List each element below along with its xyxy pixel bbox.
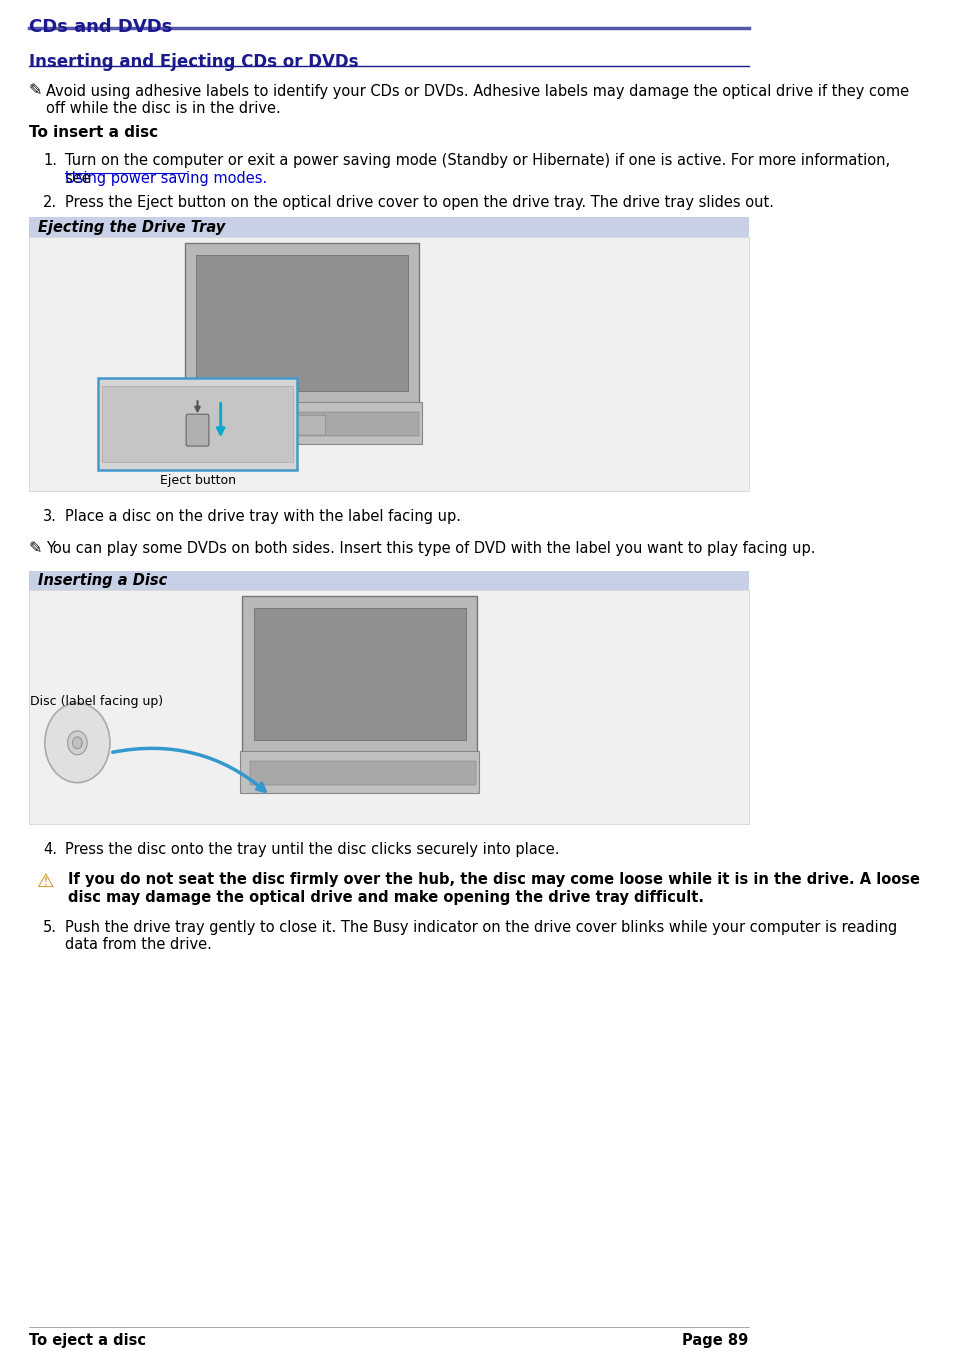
- Circle shape: [68, 731, 87, 755]
- Circle shape: [45, 703, 110, 782]
- FancyBboxPatch shape: [185, 243, 419, 405]
- FancyBboxPatch shape: [253, 608, 465, 740]
- Text: 1.: 1.: [43, 154, 57, 169]
- Text: ✎: ✎: [29, 540, 42, 555]
- Text: You can play some DVDs on both sides. Insert this type of DVD with the label you: You can play some DVDs on both sides. In…: [47, 540, 815, 555]
- Text: Ejecting the Drive Tray: Ejecting the Drive Tray: [38, 219, 225, 235]
- Bar: [29, 590, 748, 824]
- Text: 5.: 5.: [43, 920, 57, 935]
- Text: To insert a disc: To insert a disc: [29, 126, 157, 141]
- Text: Press the Eject button on the optical drive cover to open the drive tray. The dr: Press the Eject button on the optical dr…: [65, 195, 773, 211]
- FancyBboxPatch shape: [278, 415, 325, 435]
- FancyBboxPatch shape: [97, 378, 297, 470]
- Text: To eject a disc: To eject a disc: [29, 1333, 146, 1348]
- Text: Using power saving modes.: Using power saving modes.: [65, 170, 267, 186]
- Text: Avoid using adhesive labels to identify your CDs or DVDs. Adhesive labels may da: Avoid using adhesive labels to identify …: [47, 84, 908, 116]
- Text: Turn on the computer or exit a power saving mode (Standby or Hibernate) if one i: Turn on the computer or exit a power sav…: [65, 154, 889, 185]
- FancyBboxPatch shape: [196, 255, 408, 392]
- Text: Inserting and Ejecting CDs or DVDs: Inserting and Ejecting CDs or DVDs: [29, 53, 357, 70]
- Text: Press the disc onto the tray until the disc clicks securely into place.: Press the disc onto the tray until the d…: [65, 843, 559, 858]
- Bar: [250, 761, 476, 785]
- Text: Inserting a Disc: Inserting a Disc: [38, 573, 168, 588]
- FancyBboxPatch shape: [240, 751, 479, 793]
- Text: CDs and DVDs: CDs and DVDs: [29, 18, 172, 36]
- Text: Page 89: Page 89: [681, 1333, 748, 1348]
- Bar: [192, 412, 418, 436]
- Bar: [29, 236, 748, 490]
- Text: If you do not seat the disc firmly over the hub, the disc may come loose while i: If you do not seat the disc firmly over …: [68, 873, 919, 905]
- Circle shape: [72, 736, 82, 748]
- Text: Disc (label facing up): Disc (label facing up): [30, 694, 163, 708]
- Text: Push the drive tray gently to close it. The Busy indicator on the drive cover bl: Push the drive tray gently to close it. …: [65, 920, 897, 952]
- FancyBboxPatch shape: [102, 386, 293, 462]
- Text: Place a disc on the drive tray with the label facing up.: Place a disc on the drive tray with the …: [65, 509, 460, 524]
- FancyBboxPatch shape: [186, 415, 209, 446]
- Text: 4.: 4.: [43, 843, 57, 858]
- Text: 3.: 3.: [43, 509, 57, 524]
- Bar: [29, 218, 748, 236]
- Bar: [29, 570, 748, 590]
- Text: Eject button: Eject button: [159, 474, 235, 486]
- FancyBboxPatch shape: [242, 596, 476, 754]
- Text: 2.: 2.: [43, 195, 57, 211]
- Text: ⚠: ⚠: [36, 873, 54, 892]
- FancyBboxPatch shape: [182, 403, 421, 444]
- Text: ✎: ✎: [29, 84, 42, 99]
